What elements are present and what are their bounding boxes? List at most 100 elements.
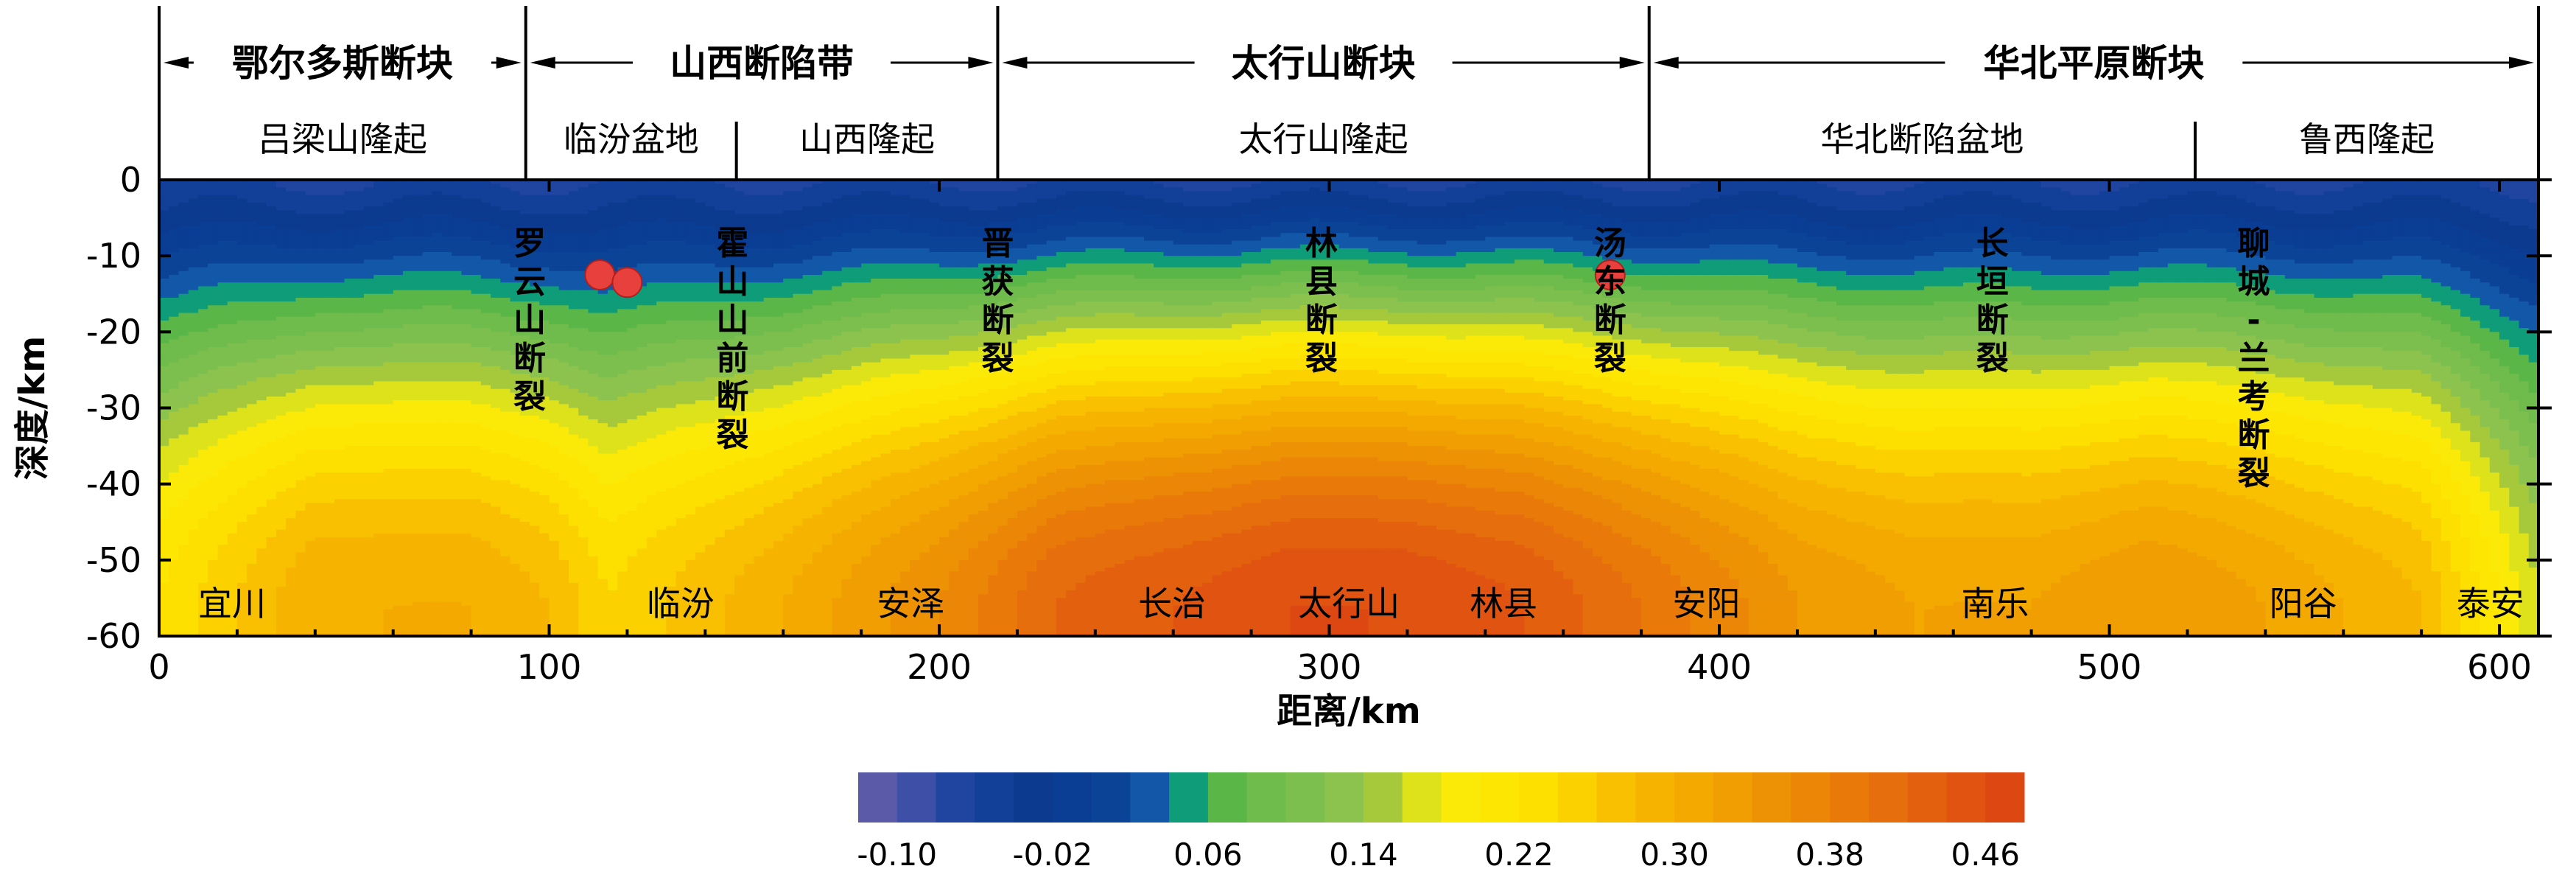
contour-cell xyxy=(169,191,179,195)
contour-cell xyxy=(256,575,267,579)
contour-cell xyxy=(247,537,257,542)
contour-cell xyxy=(286,229,296,234)
contour-cell xyxy=(217,370,228,374)
contour-cell xyxy=(159,435,169,439)
contour-cell xyxy=(178,400,189,405)
contour-cell xyxy=(217,476,228,481)
contour-cell xyxy=(276,263,287,268)
contour-cell xyxy=(217,294,228,298)
contour-cell xyxy=(315,195,326,200)
contour-cell xyxy=(228,199,238,203)
contour-cell xyxy=(237,275,248,279)
contour-cell xyxy=(198,568,208,572)
contour-cell xyxy=(325,610,335,614)
contour-cell xyxy=(306,617,316,621)
contour-cell xyxy=(228,439,238,443)
contour-cell xyxy=(286,214,296,218)
contour-cell xyxy=(208,210,218,214)
contour-cell xyxy=(159,377,169,382)
contour-cell xyxy=(247,560,257,565)
contour-cell xyxy=(295,335,306,340)
contour-cell xyxy=(306,598,316,602)
contour-cell xyxy=(267,248,277,253)
contour-cell xyxy=(276,511,287,515)
contour-cell xyxy=(208,233,218,237)
contour-cell xyxy=(208,218,218,223)
contour-cell xyxy=(217,340,228,344)
contour-cell xyxy=(247,343,257,348)
contour-cell xyxy=(208,294,218,298)
contour-cell xyxy=(267,499,277,503)
contour-cell xyxy=(228,321,238,325)
contour-cell xyxy=(286,548,296,553)
contour-cell xyxy=(306,397,316,401)
contour-cell xyxy=(276,324,287,329)
contour-cell xyxy=(217,324,228,329)
contour-cell xyxy=(247,290,257,295)
contour-cell xyxy=(286,602,296,607)
contour-cell xyxy=(228,313,238,318)
contour-cell xyxy=(208,374,218,378)
contour-cell xyxy=(267,416,277,420)
contour-cell xyxy=(169,488,179,492)
contour-cell xyxy=(334,229,345,234)
contour-cell xyxy=(208,458,218,462)
contour-cell xyxy=(306,537,316,542)
contour-cell xyxy=(228,343,238,348)
contour-cell xyxy=(189,321,199,325)
contour-cell xyxy=(315,233,326,237)
contour-cell xyxy=(217,203,228,207)
contour-cell xyxy=(228,568,238,572)
contour-cell xyxy=(247,568,257,572)
contour-cell xyxy=(189,495,199,500)
contour-cell xyxy=(208,564,218,568)
contour-cell xyxy=(189,465,199,469)
contour-cell xyxy=(256,385,267,390)
contour-cell xyxy=(315,503,326,507)
contour-cell xyxy=(169,263,179,268)
contour-cell xyxy=(189,442,199,447)
contour-cell xyxy=(237,495,248,500)
contour-cell xyxy=(198,286,208,290)
contour-cell xyxy=(189,248,199,253)
contour-cell xyxy=(228,259,238,264)
contour-cell xyxy=(295,465,306,469)
contour-cell xyxy=(247,233,257,237)
contour-cell xyxy=(159,476,169,481)
contour-cell xyxy=(159,237,169,241)
contour-cell xyxy=(256,237,267,241)
contour-cell xyxy=(228,446,238,450)
contour-cell xyxy=(208,184,218,188)
contour-cell xyxy=(208,469,218,473)
contour-cell xyxy=(198,541,208,545)
contour-cell xyxy=(325,256,335,260)
contour-cell xyxy=(256,309,267,313)
contour-cell xyxy=(256,522,267,526)
contour-cell xyxy=(315,355,326,359)
contour-cell xyxy=(325,481,335,485)
contour-cell xyxy=(178,184,189,188)
contour-cell xyxy=(159,537,169,542)
contour-cell xyxy=(306,610,316,614)
contour-cell xyxy=(247,355,257,359)
contour-cell xyxy=(315,617,326,621)
contour-cell xyxy=(334,263,345,268)
contour-cell xyxy=(228,465,238,469)
contour-cell xyxy=(237,507,248,511)
contour-cell xyxy=(228,195,238,200)
contour-cell xyxy=(159,355,169,359)
contour-cell xyxy=(198,560,208,565)
contour-cell xyxy=(217,363,228,367)
contour-cell xyxy=(306,263,316,268)
contour-cell xyxy=(198,214,208,218)
contour-cell xyxy=(237,229,248,234)
contour-cell xyxy=(276,271,287,276)
contour-cell xyxy=(208,343,218,348)
contour-cell xyxy=(276,210,287,214)
contour-cell xyxy=(237,363,248,367)
contour-cell xyxy=(256,446,267,450)
contour-cell xyxy=(295,290,306,295)
contour-cell xyxy=(169,553,179,557)
contour-cell xyxy=(189,199,199,203)
contour-cell xyxy=(198,187,208,192)
